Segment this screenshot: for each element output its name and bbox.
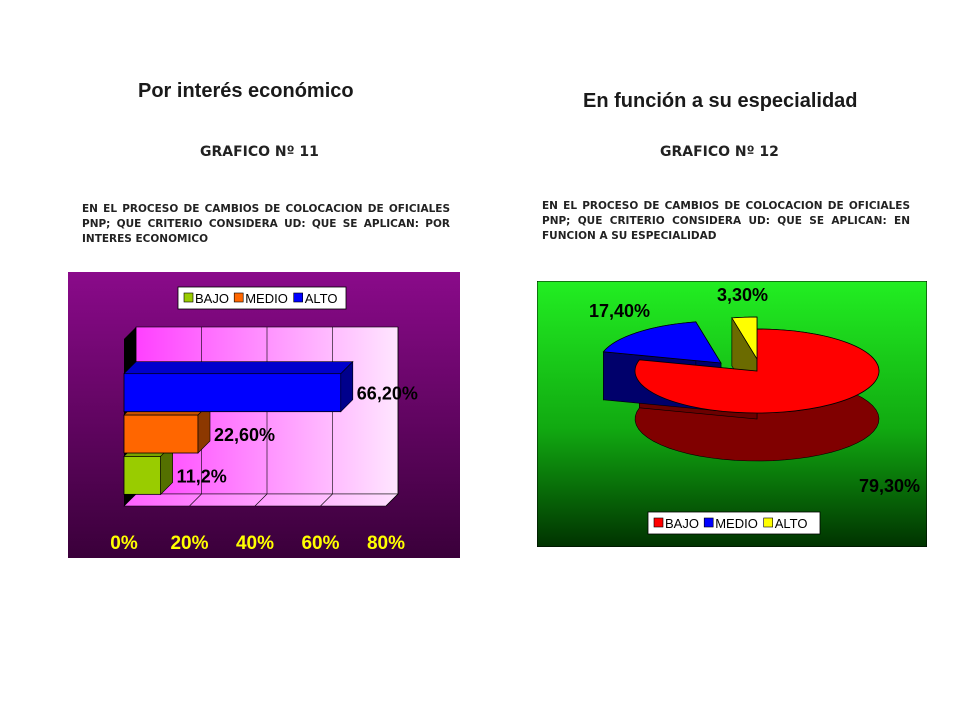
floor-gridline bbox=[385, 493, 399, 507]
pie-data-label: 3,30% bbox=[717, 285, 768, 305]
legend-label: ALTO bbox=[305, 291, 338, 306]
bar-side-face bbox=[340, 360, 354, 413]
pie-slice-medio bbox=[602, 321, 722, 364]
legend-swatch bbox=[653, 517, 664, 528]
legend-label: MEDIO bbox=[245, 291, 288, 306]
pie-slice-bajo bbox=[634, 328, 880, 414]
legend-box bbox=[647, 511, 821, 535]
legend-label: MEDIO bbox=[715, 516, 758, 531]
pie-data-label: 79,30% bbox=[859, 476, 920, 496]
bar-chart-legend: BAJO MEDIO ALTO bbox=[177, 286, 347, 310]
floor-gridline bbox=[189, 493, 202, 507]
bar-chart-question: EN EL PROCESO DE CAMBIOS DE COLOCACION D… bbox=[82, 203, 450, 245]
floor-gridline bbox=[320, 493, 333, 507]
floor-gridline bbox=[123, 493, 137, 507]
legend-swatch bbox=[703, 517, 714, 528]
pie-chart-question: EN EL PROCESO DE CAMBIOS DE COLOCACION D… bbox=[542, 200, 910, 242]
x-tick-label: 20% bbox=[170, 533, 208, 554]
legend-box bbox=[177, 286, 347, 310]
bar-chart: 0% 20% 40% 60% 80% 11,2% 22,60% 66,20% BAJO MED… bbox=[68, 272, 460, 558]
pie-slice-alto bbox=[731, 316, 758, 361]
legend-label: BAJO bbox=[665, 516, 699, 531]
bar-top-face bbox=[123, 361, 354, 374]
right-heading: En función a su especialidad bbox=[583, 90, 858, 112]
legend-swatch bbox=[233, 292, 244, 303]
pie-chart: 79,30% 17,40% 3,30% BAJO MEDIO ALTO bbox=[537, 281, 927, 547]
bar-chart-title: GRAFICO Nº 11 bbox=[200, 144, 319, 160]
bar-bajo bbox=[123, 455, 162, 495]
bar-data-label: 66,20% bbox=[357, 384, 418, 404]
legend-swatch bbox=[763, 517, 773, 528]
pie-data-label: 17,40% bbox=[589, 301, 650, 321]
pie-chart-legend: BAJO MEDIO ALTO bbox=[647, 511, 821, 535]
left-heading: Por interés económico bbox=[138, 80, 354, 102]
legend-swatch bbox=[183, 292, 194, 303]
bar-medio bbox=[123, 414, 199, 454]
x-tick-label: 0% bbox=[110, 533, 138, 554]
x-tick-label: 80% bbox=[367, 533, 405, 554]
legend-swatch bbox=[293, 292, 303, 303]
floor-gridline bbox=[254, 493, 268, 507]
pie-chart-title: GRAFICO Nº 12 bbox=[660, 144, 779, 160]
bar-data-label: 22,60% bbox=[214, 425, 275, 445]
legend-label: BAJO bbox=[195, 291, 229, 306]
legend-label: ALTO bbox=[775, 516, 808, 531]
bar-data-label: 11,2% bbox=[177, 466, 227, 486]
x-tick-label: 60% bbox=[301, 533, 339, 554]
x-tick-label: 40% bbox=[236, 533, 274, 554]
bar-alto bbox=[123, 373, 342, 413]
